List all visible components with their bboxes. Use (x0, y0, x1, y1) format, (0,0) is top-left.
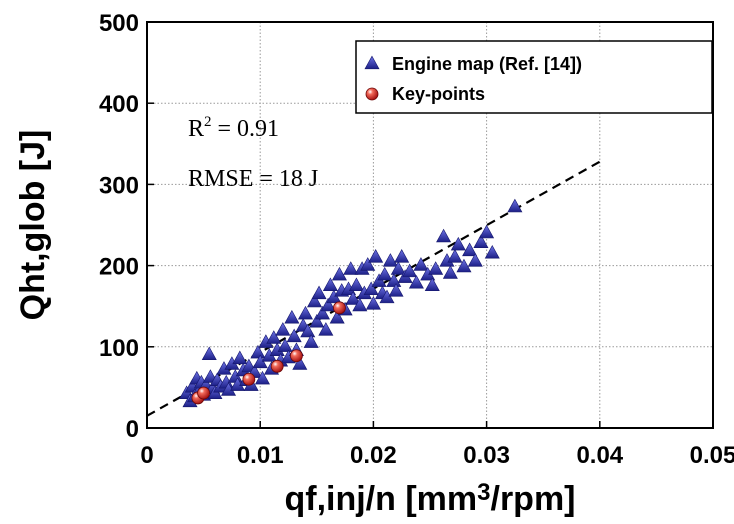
axis-ticks: 0 0.01 0.02 0.03 0.04 0.05 0 100 200 300 400 500 (99, 10, 734, 469)
legend-label-key-points: Key-points (392, 84, 485, 104)
y-tick-label: 400 (99, 91, 139, 118)
engine-map-point (377, 266, 393, 281)
x-tick-label: 0 (140, 442, 153, 469)
engine-map-point (318, 322, 334, 336)
engine-map-point (345, 291, 361, 305)
r2-value: = 0.91 (212, 116, 280, 142)
rmse-annotation: RMSE = 18 J (188, 166, 318, 192)
engine-map-point (462, 242, 478, 257)
engine-map-point (402, 263, 418, 278)
y-tick-label: 300 (99, 172, 139, 199)
engine-map-point (386, 273, 402, 287)
legend: Engine map (Ref. [14]) Key-points (355, 40, 713, 114)
engine-map-point (408, 275, 424, 289)
engine-map-point (309, 314, 325, 328)
key-point (197, 386, 211, 400)
engine-map-point (363, 281, 379, 296)
engine-map-point (360, 257, 376, 271)
y-tick-label: 200 (99, 254, 139, 281)
engine-map-point (450, 236, 466, 251)
x-axis-label: qf,inj/n [mm3/rpm] (284, 479, 575, 518)
engine-map-point (456, 258, 472, 273)
engine-map-point (329, 309, 345, 324)
engine-map-point (388, 283, 404, 297)
engine-map-point (297, 305, 313, 320)
r-squared-annotation: R2 = 0.91 (188, 114, 279, 142)
y-tick-label: 500 (99, 10, 139, 37)
engine-map-point (467, 253, 483, 267)
engine-map-point (286, 328, 302, 343)
engine-map-point (413, 257, 429, 271)
key-point (242, 372, 256, 386)
x-label-tail: /rpm] (491, 480, 576, 518)
engine-map-point (352, 297, 368, 312)
plot-area-frame (146, 21, 714, 429)
legend-triangle-icon (364, 55, 380, 70)
key-point (333, 301, 346, 315)
engine-map-point (484, 244, 500, 259)
y-tick-label: 100 (99, 335, 139, 362)
engine-map-point (424, 277, 440, 291)
engine-map-point (428, 261, 444, 275)
engine-map-point (250, 344, 266, 359)
engine-map-point (343, 261, 359, 275)
engine-map-point (266, 330, 282, 344)
x-tick-label: 0.03 (463, 442, 510, 469)
engine-map-point (320, 297, 336, 312)
engine-map-point (232, 350, 248, 365)
y-axis-label: Qht,glob [J] (14, 130, 52, 321)
engine-map-point (292, 356, 308, 370)
engine-map-point (442, 265, 458, 279)
engine-map-point (348, 277, 364, 291)
data-points (179, 198, 523, 408)
x-tick-label: 0.01 (237, 442, 284, 469)
r2-superscript: 2 (204, 114, 212, 130)
engine-map-point (314, 305, 330, 320)
engine-map-point (507, 198, 523, 213)
engine-map-point (307, 293, 323, 308)
engine-map-point (473, 234, 489, 248)
engine-map-point (277, 338, 293, 352)
x-label-main: qf,inj/n [mm (284, 480, 477, 518)
engine-map-point (365, 296, 381, 310)
engine-map-point (394, 249, 410, 263)
legend-box (355, 40, 713, 114)
engine-map-point (368, 249, 384, 263)
x-tick-label: 0.04 (576, 442, 623, 469)
engine-map-point (284, 309, 300, 324)
engine-map-point (201, 346, 217, 361)
engine-map-point (447, 249, 463, 263)
legend-circle-icon (365, 87, 379, 101)
engine-map-point (436, 228, 452, 243)
x-tick-label: 0.02 (350, 442, 397, 469)
engine-map-point (275, 322, 291, 336)
x-tick-label: 0.05 (690, 442, 734, 469)
engine-map-point (382, 253, 398, 267)
r2-prefix: R (188, 116, 204, 142)
key-point (270, 359, 284, 373)
legend-label-engine-map: Engine map (Ref. [14]) (392, 54, 582, 74)
engine-map-point (322, 277, 338, 291)
engine-map-point (390, 261, 406, 275)
x-label-superscript: 3 (477, 479, 490, 506)
engine-map-point (479, 224, 495, 239)
engine-map-point (303, 334, 319, 348)
engine-map-point (331, 266, 347, 281)
engine-map-point (300, 323, 316, 338)
y-tick-label: 0 (126, 416, 139, 443)
key-point (290, 349, 303, 363)
engine-map-point (254, 370, 270, 385)
engine-map-point (311, 285, 327, 300)
